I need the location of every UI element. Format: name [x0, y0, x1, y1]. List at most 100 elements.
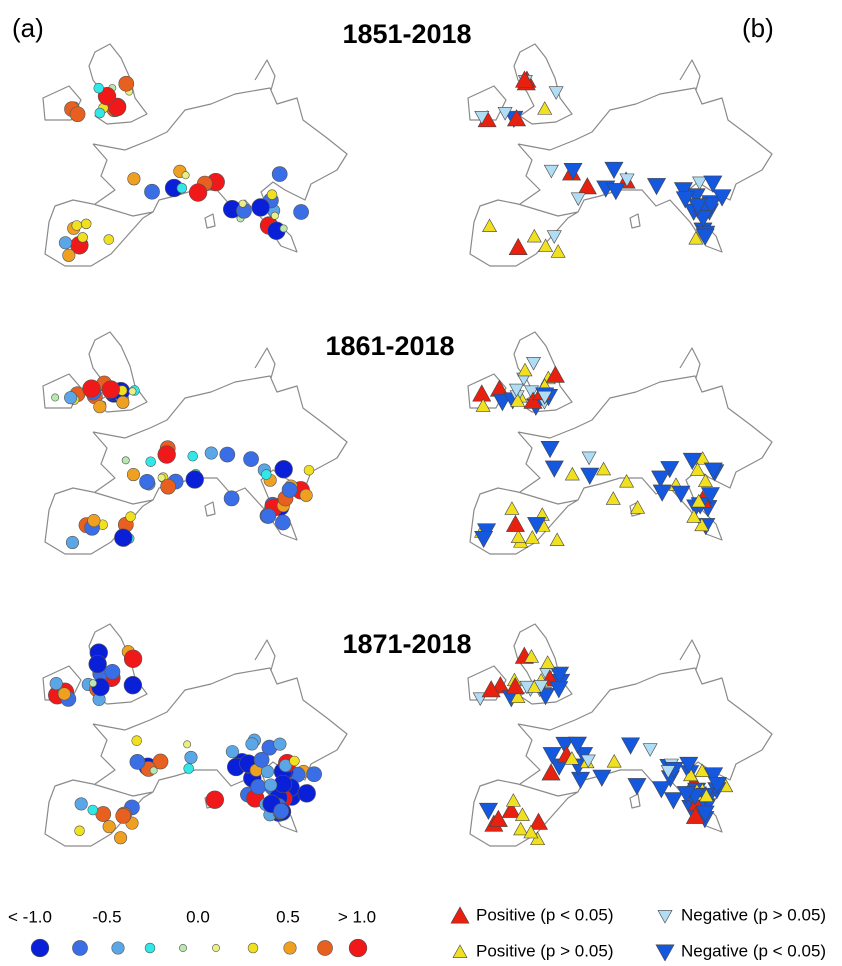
station-triangle [621, 737, 641, 755]
station-dot [279, 224, 288, 233]
station-triangle [642, 743, 658, 757]
station-dot [62, 248, 76, 262]
station-triangle [510, 529, 526, 543]
station-triangle [545, 365, 565, 383]
station-triangle [686, 509, 702, 523]
station-triangle [700, 487, 720, 505]
legend-swatch [30, 938, 50, 958]
station-dot [114, 528, 133, 547]
station-dot [271, 166, 288, 182]
station-dot [266, 189, 278, 200]
station-triangle [478, 802, 498, 821]
station-triangle [515, 70, 535, 88]
station-dot [270, 211, 279, 220]
station-dot [101, 380, 120, 399]
station-triangle [514, 807, 530, 821]
station-triangle [472, 384, 492, 402]
panel-label: (b) [742, 13, 774, 43]
station-triangle [510, 689, 526, 703]
station-dot [278, 759, 293, 773]
station-triangle [663, 792, 683, 810]
station-triangle [488, 809, 508, 827]
legend-swatch [111, 941, 125, 955]
station-dot [65, 535, 80, 549]
station-dot [184, 750, 198, 764]
station-dot [223, 490, 240, 507]
station-triangle [508, 383, 524, 398]
station-triangle [543, 164, 559, 179]
legend-swatch [72, 940, 88, 956]
station-triangle [524, 530, 540, 544]
station-dot [176, 182, 188, 194]
station-dot [51, 393, 60, 402]
station-dot [303, 464, 315, 476]
legend-swatch [317, 940, 333, 956]
station-triangle [474, 530, 494, 549]
station-triangle [550, 666, 570, 684]
station-triangle [690, 462, 706, 476]
station-triangle [541, 763, 561, 781]
station-dot [260, 508, 277, 524]
station-dot [87, 804, 99, 816]
station-triangle [651, 470, 671, 488]
station-triangle [695, 228, 715, 246]
legend-swatch [212, 944, 220, 952]
station-dot [58, 236, 72, 250]
station-triangle [474, 110, 490, 125]
legend-label: Negative (p < 0.05) [681, 941, 826, 960]
station-triangle [627, 778, 647, 796]
station-dot [95, 806, 112, 822]
legend-label: > 1.0 [338, 907, 376, 926]
station-triangle [540, 440, 560, 459]
station-triangle [630, 500, 646, 514]
station-triangle [695, 451, 711, 465]
period-title: 1861-2018 [325, 331, 454, 361]
station-dot [115, 808, 132, 824]
station-triangle [548, 86, 564, 100]
station-dot [253, 751, 270, 768]
station-triangle [546, 230, 562, 244]
station-triangle [619, 473, 635, 488]
station-triangle [691, 493, 707, 508]
station-dot [204, 446, 218, 460]
station-triangle [679, 756, 699, 775]
station-triangle [537, 390, 553, 405]
station-triangle [698, 788, 714, 803]
station-triangle [619, 173, 635, 188]
station-triangle [504, 501, 520, 515]
legend-label: 0.0 [186, 907, 210, 926]
station-triangle [510, 393, 526, 407]
station-triangle [475, 398, 491, 412]
station-dot [104, 663, 121, 680]
station-triangle [533, 680, 549, 694]
legend-swatch [450, 906, 470, 924]
station-dot [123, 676, 143, 695]
station-triangle [544, 460, 564, 478]
legend-swatch [247, 942, 259, 954]
station-dot [149, 766, 158, 775]
station-triangle [592, 769, 612, 787]
station-triangle [580, 467, 600, 485]
station-triangle [530, 831, 546, 846]
station-dot [93, 400, 107, 414]
legend-label: < -1.0 [8, 907, 52, 926]
station-dot [183, 740, 192, 749]
station-triangle [651, 781, 671, 799]
station-triangle [507, 109, 527, 127]
station-triangle [604, 161, 624, 180]
station-triangle [682, 452, 702, 470]
legend-label: Positive (p < 0.05) [476, 905, 614, 924]
station-triangle [508, 237, 528, 255]
station-triangle [606, 753, 622, 768]
station-dot [71, 220, 82, 231]
station-triangle [673, 182, 693, 200]
station-dot [97, 87, 117, 106]
legend-swatch [452, 944, 468, 958]
station-triangle [481, 680, 501, 698]
station-triangle [505, 677, 525, 695]
station-dot [157, 445, 176, 464]
station-dot [281, 481, 298, 498]
station-dot [93, 82, 104, 94]
station-triangle [517, 362, 533, 377]
station-dot [57, 687, 71, 701]
